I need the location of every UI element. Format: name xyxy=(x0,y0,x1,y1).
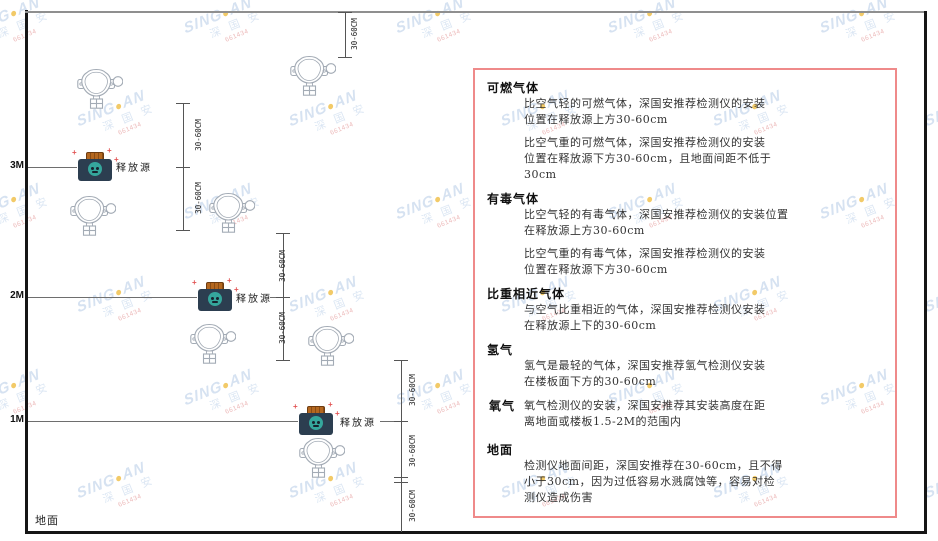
dim-tick xyxy=(176,230,190,231)
spark-decoration: + xyxy=(335,409,340,418)
section-heading: 地面 xyxy=(487,443,514,457)
dim-label: 30-60CM xyxy=(194,182,203,214)
watermark-tile: SING●AN 深 国 安 661434 xyxy=(181,0,353,56)
section-paragraph: 氢气是最轻的气体，深国安推荐氢气检测仪安装 在楼板面下方的30-60cm xyxy=(524,359,766,388)
watermark-tile: SING●AN 深 国 安 661434 xyxy=(817,0,938,56)
dim-tick xyxy=(394,477,408,478)
axis-label-3m: 3M xyxy=(10,160,24,171)
section-heading: 有毒气体 xyxy=(487,192,540,206)
gas-detector-icon xyxy=(308,324,355,366)
dim-tick xyxy=(394,482,408,483)
watermark-tile: SING●AN 深 国 安 661434 xyxy=(74,423,246,522)
section-heading: 比重相近气体 xyxy=(487,287,566,301)
release-source-label: 释放源 xyxy=(340,418,376,429)
watermark-tile: SING●AN 深 国 安 661434 xyxy=(605,0,777,56)
release-source-icon: + + + xyxy=(293,401,340,436)
source-face xyxy=(208,292,222,306)
spark-decoration: + xyxy=(114,155,119,164)
section-paragraph: 氧气检测仪的安装，深国安推荐其安装高度在距 离地面或楼板1.5-2M的范围内 xyxy=(524,399,766,428)
dim-tick xyxy=(338,12,352,13)
dim-tick xyxy=(338,57,352,58)
section-heading: 氢气 xyxy=(487,343,514,357)
release-source-label: 释放源 xyxy=(116,163,152,174)
section-paragraph: 与空气比重相近的气体，深国安推荐检测仪安装 在释放源上下的30-60cm xyxy=(524,303,766,332)
release-source-icon: + + + xyxy=(72,147,119,182)
dim-tick xyxy=(276,360,290,361)
ground-line xyxy=(25,531,927,534)
section-paragraph: 检测仪地面间距，深国安推荐在30-60cm，且不得 小于30cm，因为过低容易水… xyxy=(524,459,783,504)
dim-line xyxy=(183,103,184,230)
section-oxygen: 氧气 氧气检测仪的安装，深国安推荐其安装高度在距 离地面或楼板1.5-2M的范围… xyxy=(487,398,885,430)
section-heading: 可燃气体 xyxy=(487,81,540,95)
section-paragraph: 比空气轻的有毒气体，深国安推荐检测仪的安装位置 在释放源上方30-60cm xyxy=(524,208,789,237)
dim-label: 30-60CM xyxy=(350,18,359,50)
dim-label: 30-60CM xyxy=(408,374,417,406)
gas-detector-icon xyxy=(209,191,256,233)
dim-label: 30-60CM xyxy=(408,435,417,467)
section-paragraph: 比空气重的有毒气体，深国安推荐检测仪的安装 位置在释放源下方30-60cm xyxy=(524,247,766,276)
dim-tick xyxy=(276,233,290,234)
gas-detector-icon xyxy=(77,67,124,109)
spark-decoration: + xyxy=(192,278,197,287)
dim-tick xyxy=(276,297,290,298)
dim-tick xyxy=(176,167,190,168)
release-source-icon: + + + xyxy=(192,277,239,312)
gas-detector-icon xyxy=(299,436,346,478)
source-face xyxy=(309,416,323,430)
spark-decoration: + xyxy=(328,400,333,409)
dim-label: 30-60CM xyxy=(408,490,417,522)
level-line-3m xyxy=(28,167,77,168)
section-similar-density-gas: 比重相近气体 与空气比重相近的气体，深国安推荐检测仪安装 在释放源上下的30-6… xyxy=(487,286,885,334)
ground-label: 地面 xyxy=(35,514,59,527)
source-body xyxy=(198,289,232,311)
section-paragraph: 比空气轻的可燃气体，深国安推荐检测仪的安装 位置在释放源上方30-60cm xyxy=(524,97,766,126)
dim-label: 30-60CM xyxy=(194,119,203,151)
connector-1m xyxy=(380,421,401,422)
section-flammable-gas: 可燃气体 比空气轻的可燃气体，深国安推荐检测仪的安装 位置在释放源上方30-60… xyxy=(487,80,885,183)
section-toxic-gas: 有毒气体 比空气轻的有毒气体，深国安推荐检测仪的安装位置 在释放源上方30-60… xyxy=(487,191,885,278)
spark-decoration: + xyxy=(234,285,239,294)
watermark-tile: SING●AN 深 国 安 661434 xyxy=(0,0,141,56)
axis-label-1m: 1M xyxy=(10,414,24,425)
axis-label-2m: 2M xyxy=(10,290,24,301)
wall-right xyxy=(924,11,927,534)
spark-decoration: + xyxy=(72,148,77,157)
source-body xyxy=(299,413,333,435)
dim-tick xyxy=(394,360,408,361)
level-line-2m xyxy=(28,297,197,298)
section-ground: 地面 检测仪地面间距，深国安推荐在30-60cm，且不得 小于30cm，因为过低… xyxy=(487,442,885,506)
dim-tick xyxy=(394,421,408,422)
gas-detector-icon xyxy=(70,194,117,236)
level-line-1m xyxy=(28,421,298,422)
gas-detector-icon xyxy=(290,54,337,96)
watermark-tile: SING●AN 深 国 安 661434 xyxy=(286,237,458,336)
dim-label: 30-60CM xyxy=(278,312,287,344)
dim-line xyxy=(401,360,402,532)
guideline-panel: 可燃气体 比空气轻的可燃气体，深国安推荐检测仪的安装 位置在释放源上方30-60… xyxy=(473,68,897,518)
section-paragraph: 比空气重的可燃气体，深国安推荐检测仪的安装 位置在释放源下方30-60cm，且地… xyxy=(524,136,772,181)
watermark-tile: SING●AN 深 国 安 661434 xyxy=(181,144,353,243)
spark-decoration: + xyxy=(293,402,298,411)
dim-line xyxy=(283,233,284,360)
gas-detector-icon xyxy=(190,322,237,364)
source-body xyxy=(78,159,112,181)
release-source-label: 释放源 xyxy=(236,294,272,305)
section-hydrogen: 氢气 氢气是最轻的气体，深国安推荐氢气检测仪安装 在楼板面下方的30-60cm xyxy=(487,342,885,390)
dim-tick xyxy=(176,103,190,104)
dim-label: 30-60CM xyxy=(278,250,287,282)
section-heading: 氧气 xyxy=(489,399,516,413)
ceiling-line xyxy=(25,11,927,13)
spark-decoration: + xyxy=(107,146,112,155)
wall-left xyxy=(25,10,28,534)
dim-line xyxy=(345,12,346,58)
watermark-tile: SING●AN 深 国 安 661434 xyxy=(393,0,565,56)
spark-decoration: + xyxy=(227,276,232,285)
source-face xyxy=(88,162,102,176)
